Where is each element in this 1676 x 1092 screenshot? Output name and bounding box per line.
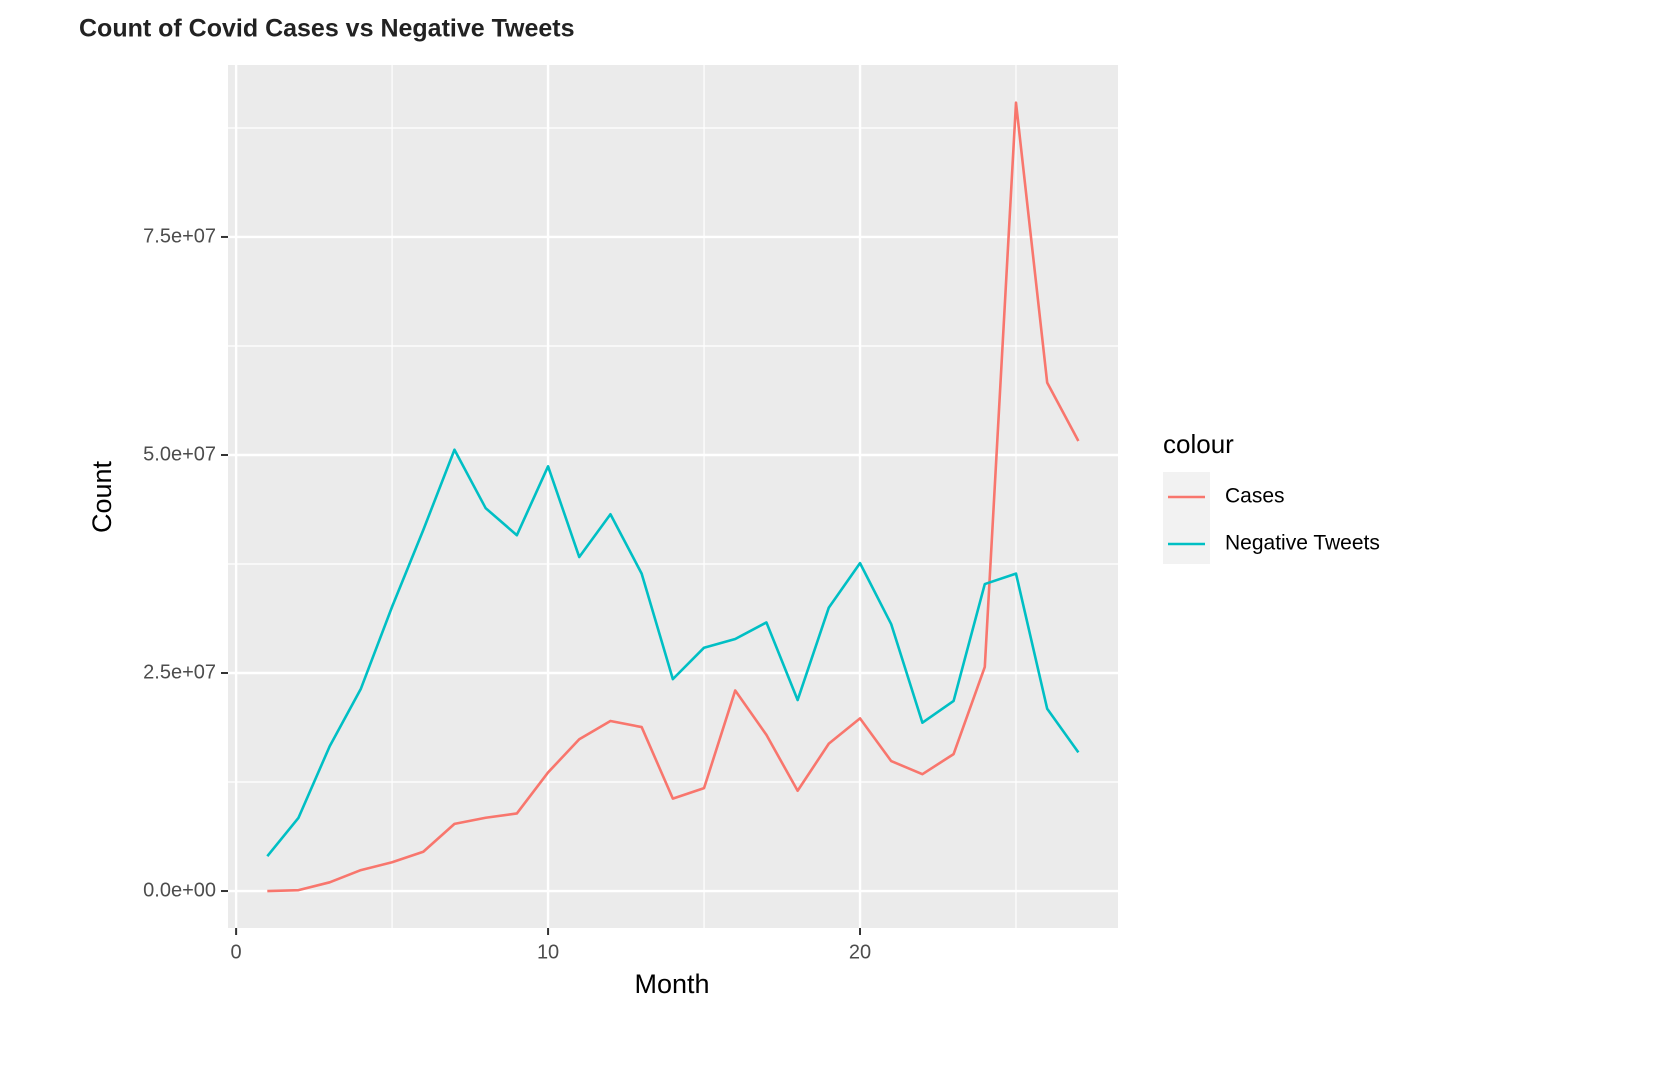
legend-label: Negative Tweets	[1225, 532, 1380, 555]
x-tick-label: 10	[537, 941, 559, 963]
data-line	[266, 448, 1080, 857]
x-axis-label: Month	[634, 969, 709, 999]
x-tick-label: 20	[849, 941, 871, 963]
x-tick-label: 0	[231, 941, 242, 963]
data-line	[267, 101, 1080, 893]
y-tick-label: 5.0e+07	[143, 443, 216, 465]
legend-label: Cases	[1225, 485, 1285, 508]
y-tick-label: 7.5e+07	[143, 225, 216, 247]
plot-panel	[228, 65, 1118, 928]
y-axis-label: Count	[87, 460, 117, 533]
legend-key-bg	[1163, 472, 1210, 564]
y-tick-label: 0.0e+00	[143, 879, 216, 901]
legend-title: colour	[1163, 429, 1234, 459]
y-tick-label: 2.5e+07	[143, 661, 216, 683]
chart-title: Count of Covid Cases vs Negative Tweets	[79, 15, 575, 43]
